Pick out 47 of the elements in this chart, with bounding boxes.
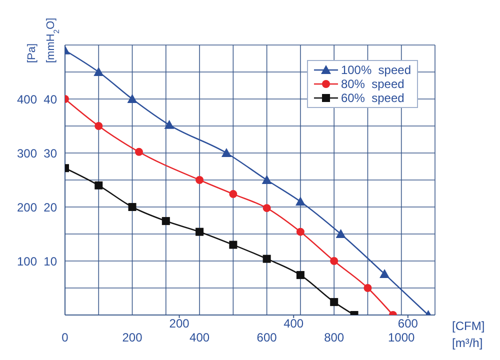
y2-tick-label: 40 xyxy=(44,92,58,106)
point xyxy=(94,122,103,130)
x-tick-label: 1000 xyxy=(388,330,416,345)
point xyxy=(296,228,304,236)
point xyxy=(128,203,136,211)
point xyxy=(196,228,204,236)
point xyxy=(164,120,174,129)
point xyxy=(94,181,103,190)
point xyxy=(229,190,238,198)
point xyxy=(262,254,271,263)
point xyxy=(364,284,372,292)
x2-axis-title: [CFM] xyxy=(452,319,485,333)
point xyxy=(296,271,304,280)
point xyxy=(336,229,346,238)
y2-tick-label: 20 xyxy=(44,200,58,214)
y-tick-label: 200 xyxy=(16,200,38,214)
point xyxy=(262,175,272,184)
legend-label: 80% speed xyxy=(340,77,404,91)
x2-tick-label: 400 xyxy=(284,316,304,331)
point xyxy=(135,148,143,156)
point xyxy=(229,240,238,249)
legend-label: 60% speed xyxy=(340,91,404,105)
x-axis-title: [m³/h] xyxy=(452,336,483,350)
x-tick-label: 400 xyxy=(190,330,210,345)
x2-tick-label: 200 xyxy=(169,316,190,331)
point xyxy=(127,94,138,103)
y2-tick-label: 30 xyxy=(44,146,58,160)
point xyxy=(221,148,232,157)
point xyxy=(196,176,204,184)
x-tick-label: 800 xyxy=(324,330,344,345)
x-tick-label: 0 xyxy=(62,330,69,345)
point xyxy=(380,268,390,278)
point xyxy=(262,204,271,212)
point xyxy=(162,217,170,226)
y-tick-label: 300 xyxy=(16,146,38,160)
y-axis-title: [Pa] xyxy=(26,43,38,63)
x2-tick-label: 600 xyxy=(398,316,418,331)
point xyxy=(295,196,306,206)
point xyxy=(330,298,338,306)
y2-tick-label: 10 xyxy=(44,254,58,268)
y-tick-label: 400 xyxy=(16,92,38,106)
x-tick-label: 200 xyxy=(122,330,143,345)
x-tick-label: 600 xyxy=(256,330,278,345)
point xyxy=(94,67,104,76)
point xyxy=(330,257,338,265)
legend-label: 100% speed xyxy=(340,63,411,77)
y-tick-label: 100 xyxy=(16,254,38,268)
